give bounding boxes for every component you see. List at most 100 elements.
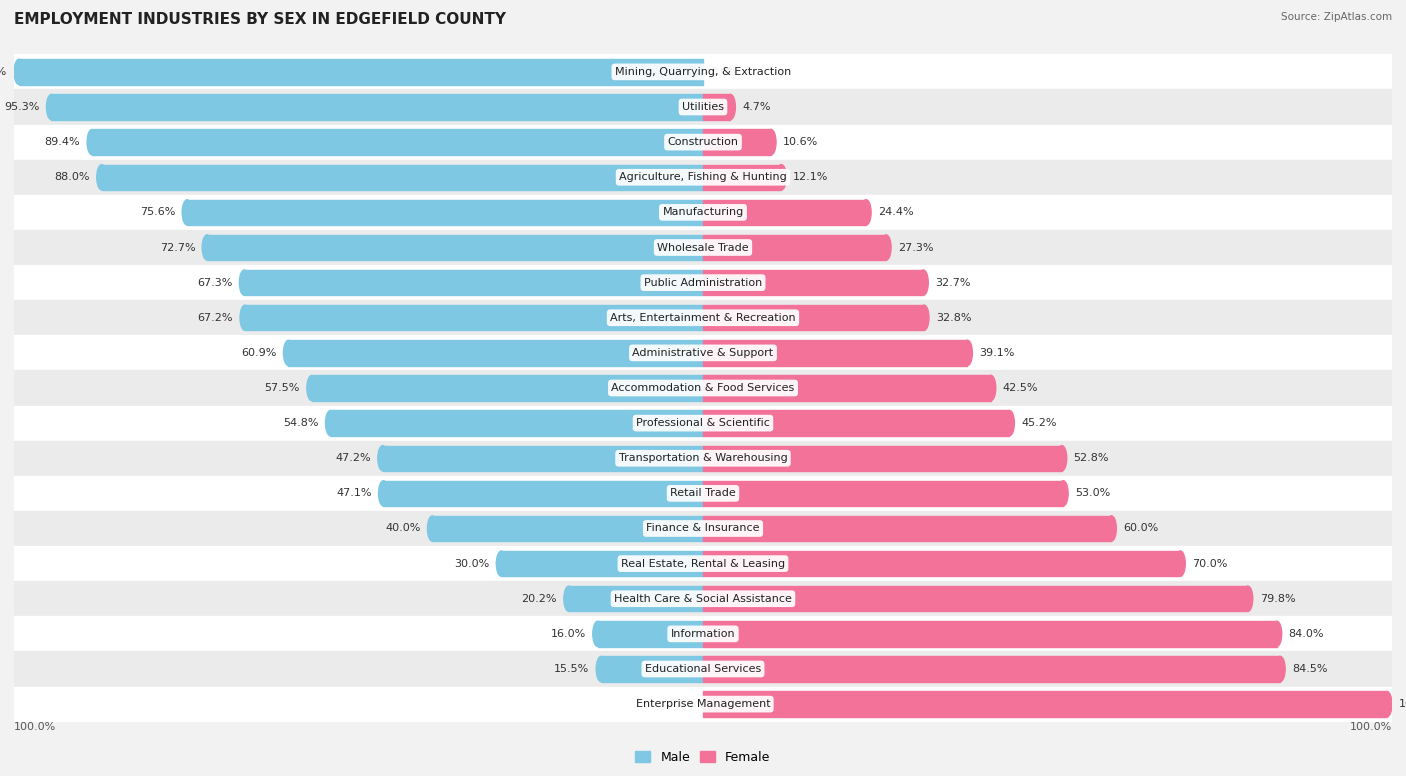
Bar <box>14 335 1392 370</box>
Bar <box>703 95 731 120</box>
Text: Finance & Insurance: Finance & Insurance <box>647 524 759 533</box>
Circle shape <box>239 270 249 296</box>
Circle shape <box>240 305 250 331</box>
Text: 32.8%: 32.8% <box>936 313 972 323</box>
Text: Transportation & Warehousing: Transportation & Warehousing <box>619 453 787 463</box>
Legend: Male, Female: Male, Female <box>630 746 776 769</box>
Circle shape <box>918 270 928 296</box>
Bar <box>14 476 1392 511</box>
Bar <box>52 95 703 120</box>
Text: Source: ZipAtlas.com: Source: ZipAtlas.com <box>1281 12 1392 22</box>
Text: 16.0%: 16.0% <box>551 629 586 639</box>
Bar <box>14 406 1392 441</box>
Text: 42.5%: 42.5% <box>1002 383 1038 393</box>
Bar <box>14 125 1392 160</box>
Bar <box>433 516 703 541</box>
Text: 67.2%: 67.2% <box>198 313 233 323</box>
Bar <box>703 480 1063 506</box>
Circle shape <box>1275 656 1285 681</box>
Text: 89.4%: 89.4% <box>45 137 80 147</box>
Circle shape <box>725 95 735 120</box>
Bar <box>703 235 886 260</box>
Bar <box>14 546 1392 581</box>
Text: Arts, Entertainment & Recreation: Arts, Entertainment & Recreation <box>610 313 796 323</box>
Circle shape <box>986 376 995 400</box>
Circle shape <box>1243 586 1253 611</box>
Text: 57.5%: 57.5% <box>264 383 299 393</box>
Circle shape <box>1059 480 1069 506</box>
Text: 32.7%: 32.7% <box>935 278 970 288</box>
Text: 60.9%: 60.9% <box>242 348 277 358</box>
Text: 47.2%: 47.2% <box>335 453 371 463</box>
Text: 39.1%: 39.1% <box>979 348 1015 358</box>
Text: 27.3%: 27.3% <box>898 243 934 252</box>
Text: 79.8%: 79.8% <box>1260 594 1295 604</box>
Text: Mining, Quarrying, & Extraction: Mining, Quarrying, & Extraction <box>614 67 792 77</box>
Bar <box>14 511 1392 546</box>
Circle shape <box>920 305 929 331</box>
Text: 53.0%: 53.0% <box>1076 488 1111 498</box>
Circle shape <box>882 235 891 260</box>
Bar <box>703 340 967 365</box>
Text: Professional & Scientific: Professional & Scientific <box>636 418 770 428</box>
Bar <box>14 300 1392 335</box>
Circle shape <box>766 130 776 154</box>
Bar <box>703 691 1386 717</box>
Bar <box>703 411 1010 436</box>
Text: Health Care & Social Assistance: Health Care & Social Assistance <box>614 594 792 604</box>
Text: 84.0%: 84.0% <box>1289 629 1324 639</box>
Circle shape <box>1382 691 1392 717</box>
Text: 15.5%: 15.5% <box>554 664 589 674</box>
Text: 67.3%: 67.3% <box>197 278 232 288</box>
Text: 72.7%: 72.7% <box>160 243 195 252</box>
Text: 100.0%: 100.0% <box>1350 722 1392 732</box>
Bar <box>502 551 703 577</box>
Bar <box>14 160 1392 195</box>
Text: Utilities: Utilities <box>682 102 724 112</box>
Text: Real Estate, Rental & Leasing: Real Estate, Rental & Leasing <box>621 559 785 569</box>
Bar <box>245 270 703 296</box>
Bar <box>91 130 703 154</box>
Text: Construction: Construction <box>668 137 738 147</box>
Circle shape <box>776 165 786 190</box>
Circle shape <box>97 165 107 190</box>
Text: 84.5%: 84.5% <box>1292 664 1327 674</box>
Text: Enterprise Management: Enterprise Management <box>636 699 770 709</box>
Text: 10.6%: 10.6% <box>783 137 818 147</box>
Circle shape <box>1057 445 1067 471</box>
Bar <box>703 586 1247 611</box>
Bar <box>14 195 1392 230</box>
Text: 24.4%: 24.4% <box>877 207 914 217</box>
Bar <box>382 445 703 471</box>
Text: 70.0%: 70.0% <box>1192 559 1227 569</box>
Circle shape <box>87 130 97 154</box>
Circle shape <box>496 551 506 577</box>
Bar <box>703 622 1277 646</box>
Text: 20.2%: 20.2% <box>522 594 557 604</box>
Circle shape <box>862 199 872 225</box>
Bar <box>703 376 991 400</box>
Circle shape <box>596 656 606 681</box>
Text: 12.1%: 12.1% <box>793 172 828 182</box>
Bar <box>602 656 703 681</box>
Bar <box>703 305 924 331</box>
Text: 100.0%: 100.0% <box>14 722 56 732</box>
Text: 54.8%: 54.8% <box>283 418 319 428</box>
Text: Administrative & Support: Administrative & Support <box>633 348 773 358</box>
Bar <box>288 340 703 365</box>
Bar <box>20 59 703 85</box>
Bar <box>703 199 866 225</box>
Bar <box>14 687 1392 722</box>
Text: 47.1%: 47.1% <box>336 488 371 498</box>
Bar <box>14 370 1392 406</box>
Circle shape <box>183 199 193 225</box>
Text: 60.0%: 60.0% <box>1123 524 1159 533</box>
Text: 0.0%: 0.0% <box>710 67 738 77</box>
Bar <box>703 445 1062 471</box>
Text: Wholesale Trade: Wholesale Trade <box>657 243 749 252</box>
Circle shape <box>1004 411 1014 436</box>
Circle shape <box>46 95 56 120</box>
Bar <box>14 651 1392 687</box>
Circle shape <box>1272 622 1282 646</box>
Circle shape <box>378 480 388 506</box>
